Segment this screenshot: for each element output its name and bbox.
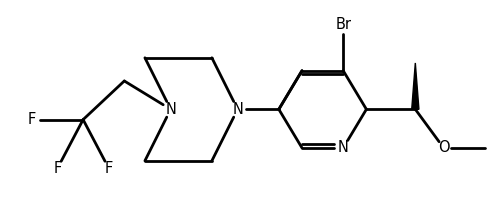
Text: N: N [165, 102, 176, 117]
Text: N: N [338, 140, 349, 155]
Text: F: F [53, 161, 62, 176]
Text: F: F [105, 161, 113, 176]
Polygon shape [412, 63, 419, 109]
Text: F: F [28, 112, 36, 127]
Text: N: N [232, 102, 243, 117]
Text: Br: Br [335, 17, 351, 32]
Text: O: O [438, 140, 449, 155]
